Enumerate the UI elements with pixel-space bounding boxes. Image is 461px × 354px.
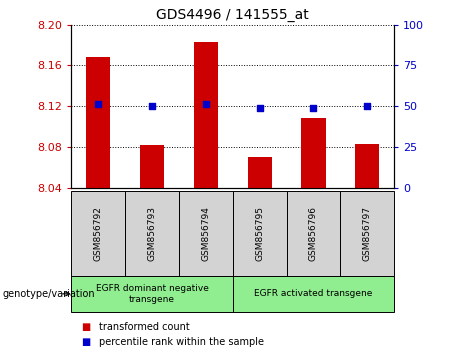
Text: percentile rank within the sample: percentile rank within the sample <box>99 337 264 347</box>
Text: ■: ■ <box>81 337 90 347</box>
Bar <box>248 157 272 188</box>
Point <box>256 105 263 111</box>
Text: genotype/variation: genotype/variation <box>2 289 95 299</box>
Text: GSM856792: GSM856792 <box>94 206 103 261</box>
Bar <box>140 145 164 188</box>
Point <box>202 101 210 107</box>
Text: GSM856797: GSM856797 <box>363 206 372 261</box>
Text: GSM856794: GSM856794 <box>201 206 210 261</box>
Bar <box>301 118 325 188</box>
Point <box>364 103 371 109</box>
Text: EGFR dominant negative
transgene: EGFR dominant negative transgene <box>96 284 208 303</box>
Bar <box>194 42 218 188</box>
Point <box>310 105 317 111</box>
Text: EGFR activated transgene: EGFR activated transgene <box>254 289 372 298</box>
Text: GSM856795: GSM856795 <box>255 206 264 261</box>
Text: ■: ■ <box>81 322 90 332</box>
Text: GSM856796: GSM856796 <box>309 206 318 261</box>
Title: GDS4496 / 141555_at: GDS4496 / 141555_at <box>156 8 309 22</box>
Point <box>148 103 156 109</box>
Point <box>95 101 102 107</box>
Text: GSM856793: GSM856793 <box>148 206 157 261</box>
Text: transformed count: transformed count <box>99 322 190 332</box>
Bar <box>86 57 111 188</box>
Bar <box>355 144 379 188</box>
